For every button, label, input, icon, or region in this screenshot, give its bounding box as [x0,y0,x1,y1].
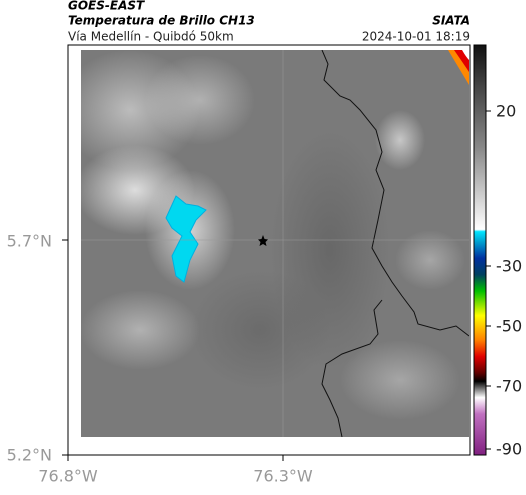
lat-tick-label: 5.2°N [7,446,52,465]
timestamp: 2024-10-01 18:19 [362,30,470,44]
lon-tick-label: 76.3°W [253,467,313,486]
organization: SIATA [432,14,470,28]
colorbar-tick-label: 20 [496,102,516,121]
lat-tick-label: 5.7°N [7,232,52,251]
colorbar-tick-label: -30 [496,257,522,276]
colorbar-tick-label: -90 [496,440,522,459]
colorbar-tick-label: -70 [496,377,522,396]
lon-tick-label: 76.8°W [38,467,98,486]
source-label: GOES-EAST [68,0,145,13]
map-frame [67,44,471,456]
colorbar-tick-label: -50 [496,317,522,336]
title: Temperatura de Brillo CH13 [68,14,255,28]
satellite-image [81,50,469,437]
subtitle: Vía Medellín - Quibdó 50km [68,30,234,44]
colorbar [473,44,487,456]
